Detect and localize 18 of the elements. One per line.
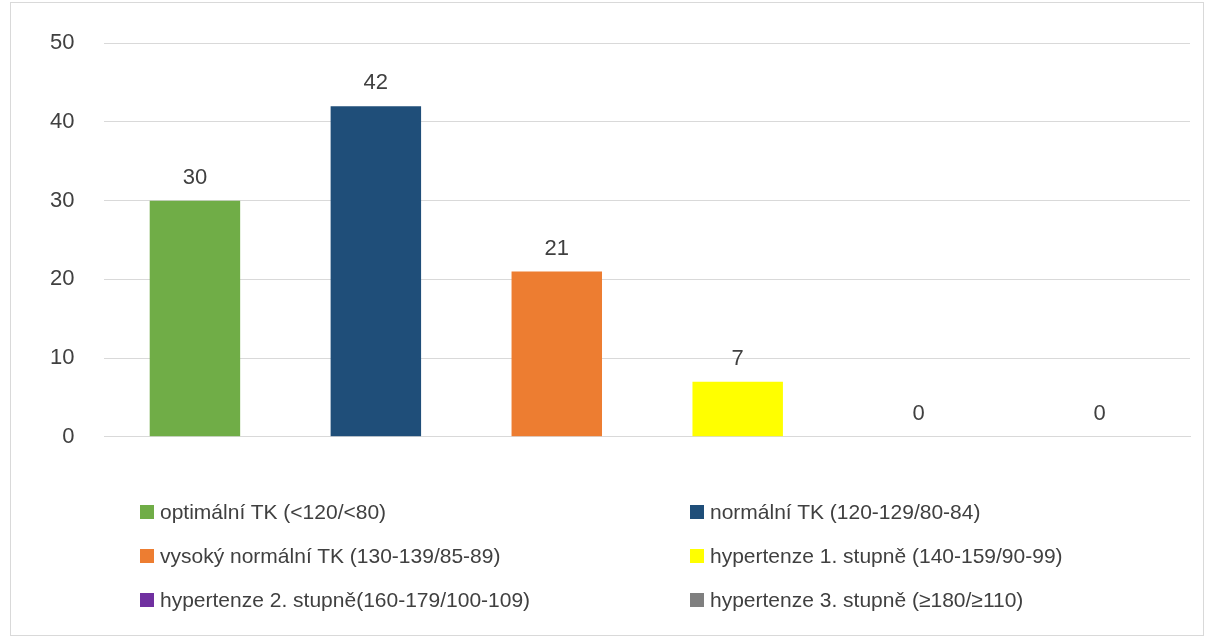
data-label: 0 <box>912 399 925 425</box>
legend-label: vysoký normální TK (130-139/85-89) <box>160 544 501 568</box>
legend-label: optimální TK (<120/<80) <box>160 500 387 524</box>
data-label: 42 <box>363 69 389 95</box>
y-tick-label: 10 <box>49 344 75 370</box>
legend-label: hypertenze 1. stupně (140-159/90-99) <box>710 544 1063 568</box>
data-label: 7 <box>731 344 744 370</box>
y-tick-label: 0 <box>62 422 75 448</box>
legend-label: hypertenze 2. stupně(160-179/100-109) <box>160 588 531 612</box>
y-tick-label: 30 <box>49 186 75 212</box>
y-tick-label: 40 <box>49 107 75 133</box>
legend-label: normální TK (120-129/80-84) <box>710 500 981 524</box>
data-label: 30 <box>182 163 208 189</box>
y-tick-label: 50 <box>49 29 75 55</box>
legend-label: hypertenze 3. stupně (≥180/≥110) <box>710 588 1024 612</box>
y-tick-label: 20 <box>49 265 75 291</box>
data-label: 21 <box>544 234 570 260</box>
data-label: 0 <box>1093 399 1106 425</box>
